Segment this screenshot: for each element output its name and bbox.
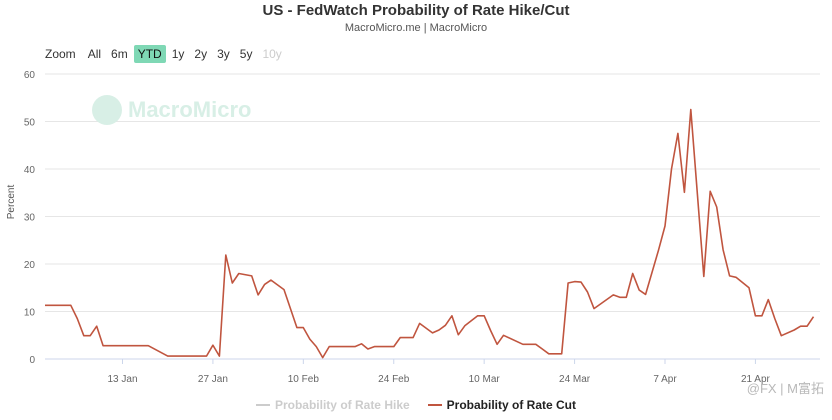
x-tick-label: 24 Mar: [559, 374, 591, 385]
zoom-bar: Zoom All 6m YTD 1y 2y 3y 5y 10y: [45, 45, 286, 63]
legend-swatch-rate-cut: [427, 404, 442, 406]
y-tick-label: 60: [24, 70, 36, 81]
zoom-ytd-button[interactable]: YTD: [133, 45, 166, 63]
grid-lines: [45, 73, 820, 360]
y-tick-label: 10: [24, 308, 36, 319]
y-axis-label: Percent: [6, 185, 17, 220]
zoom-label: Zoom: [45, 47, 76, 61]
zoom-5y-button[interactable]: 5y: [239, 47, 253, 61]
corner-watermark: @FX | M富拓: [746, 381, 824, 396]
x-axis-ticks: 13 Jan 27 Jan 10 Feb 24 Feb 10 Mar 24 Mar 7 Ap…: [107, 359, 771, 385]
zoom-2y-button[interactable]: 2y: [194, 47, 208, 61]
macromicro-logo-icon: [92, 95, 122, 125]
legend-swatch-rate-hike: [255, 404, 270, 406]
y-axis-ticks: 0 10 20 30 40 50 60: [24, 70, 36, 366]
x-tick-label: 7 Apr: [653, 374, 677, 385]
x-tick-label: 21 Apr: [741, 374, 771, 385]
watermark: MacroMicro: [92, 95, 251, 125]
zoom-10y-button: 10y: [262, 47, 282, 61]
y-tick-label: 20: [24, 260, 36, 271]
zoom-1y-button[interactable]: 1y: [171, 47, 185, 61]
x-tick-label: 13 Jan: [107, 374, 137, 385]
zoom-3y-button[interactable]: 3y: [217, 47, 230, 61]
zoom-6m-button[interactable]: 6m: [111, 47, 128, 61]
chart-subtitle: MacroMicro.me | MacroMicro: [344, 22, 488, 34]
legend-label-rate-hike: Probability of Rate Hike: [274, 398, 410, 412]
y-tick-label: 0: [29, 355, 35, 366]
series-layer: [45, 108, 815, 359]
legend-item-rate-hike[interactable]: Probability of Rate Hike: [255, 398, 410, 412]
legend: Probability of Rate Hike Probability of …: [0, 398, 832, 412]
x-tick-label: 27 Jan: [198, 374, 228, 385]
y-tick-label: 30: [24, 213, 36, 224]
x-tick-label: 10 Feb: [288, 374, 320, 385]
zoom-all-button[interactable]: All: [87, 47, 102, 61]
y-tick-label: 50: [24, 118, 36, 129]
legend-item-rate-cut[interactable]: Probability of Rate Cut: [427, 398, 577, 412]
watermark-text: MacroMicro: [128, 97, 252, 122]
x-tick-label: 10 Mar: [469, 374, 501, 385]
x-tick-label: 24 Feb: [378, 374, 410, 385]
series-line-rate-cut[interactable]: [45, 108, 815, 359]
legend-label-rate-cut: Probability of Rate Cut: [446, 398, 577, 412]
chart-title: US - FedWatch Probability of Rate Hike/C…: [262, 2, 570, 19]
y-tick-label: 40: [24, 165, 36, 176]
